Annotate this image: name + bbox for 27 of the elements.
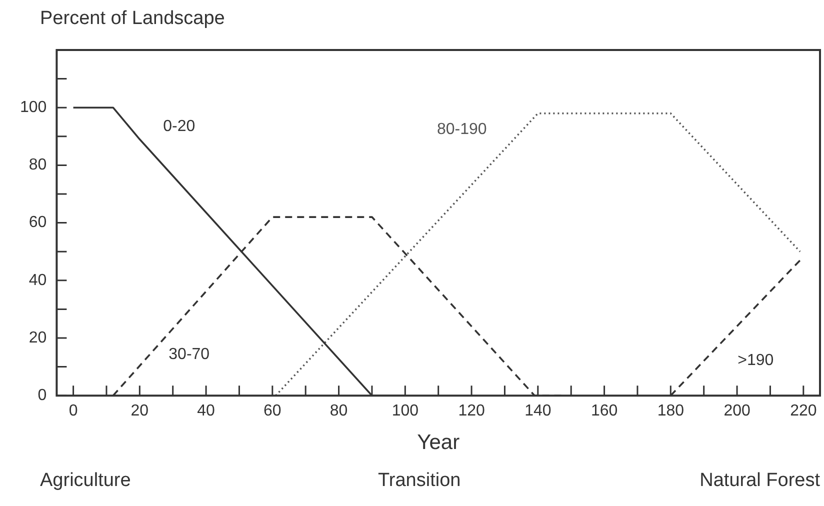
y-tick-label: 80 (28, 156, 47, 174)
text: Agriculture (40, 470, 131, 492)
series-label: 30-70 (168, 346, 210, 364)
x-tick-label: 180 (657, 402, 684, 420)
x-tick-label: 220 (790, 402, 817, 420)
x-tick-label: 100 (392, 402, 419, 420)
x-tick-label: 20 (130, 402, 149, 420)
x-axis-title: Year (417, 431, 460, 454)
y-tick-label: 100 (20, 99, 47, 116)
y-tick-label: 40 (28, 272, 47, 289)
series-label: 80-190 (436, 120, 487, 138)
y-axis-title: Percent of Landscape (40, 8, 225, 30)
x-tick-label: 40 (197, 402, 216, 420)
x-tick-label: 160 (590, 402, 618, 420)
x-tick-label: 60 (264, 402, 282, 420)
x-tick-label: 200 (724, 402, 750, 420)
x-tick-label: 120 (458, 402, 485, 420)
x-tick-label: 140 (524, 402, 552, 420)
y-tick-label: 60 (28, 214, 47, 232)
series-label: 0-20 (163, 118, 196, 136)
x-tick-label: 80 (330, 402, 348, 420)
y-tick-label: 0 (38, 387, 47, 404)
y-tick-label: 20 (28, 329, 47, 346)
x-tick-label: 0 (68, 402, 78, 420)
series-label: >190 (738, 352, 774, 370)
text: Natural Forest (700, 470, 820, 492)
text: Transition (378, 470, 461, 492)
